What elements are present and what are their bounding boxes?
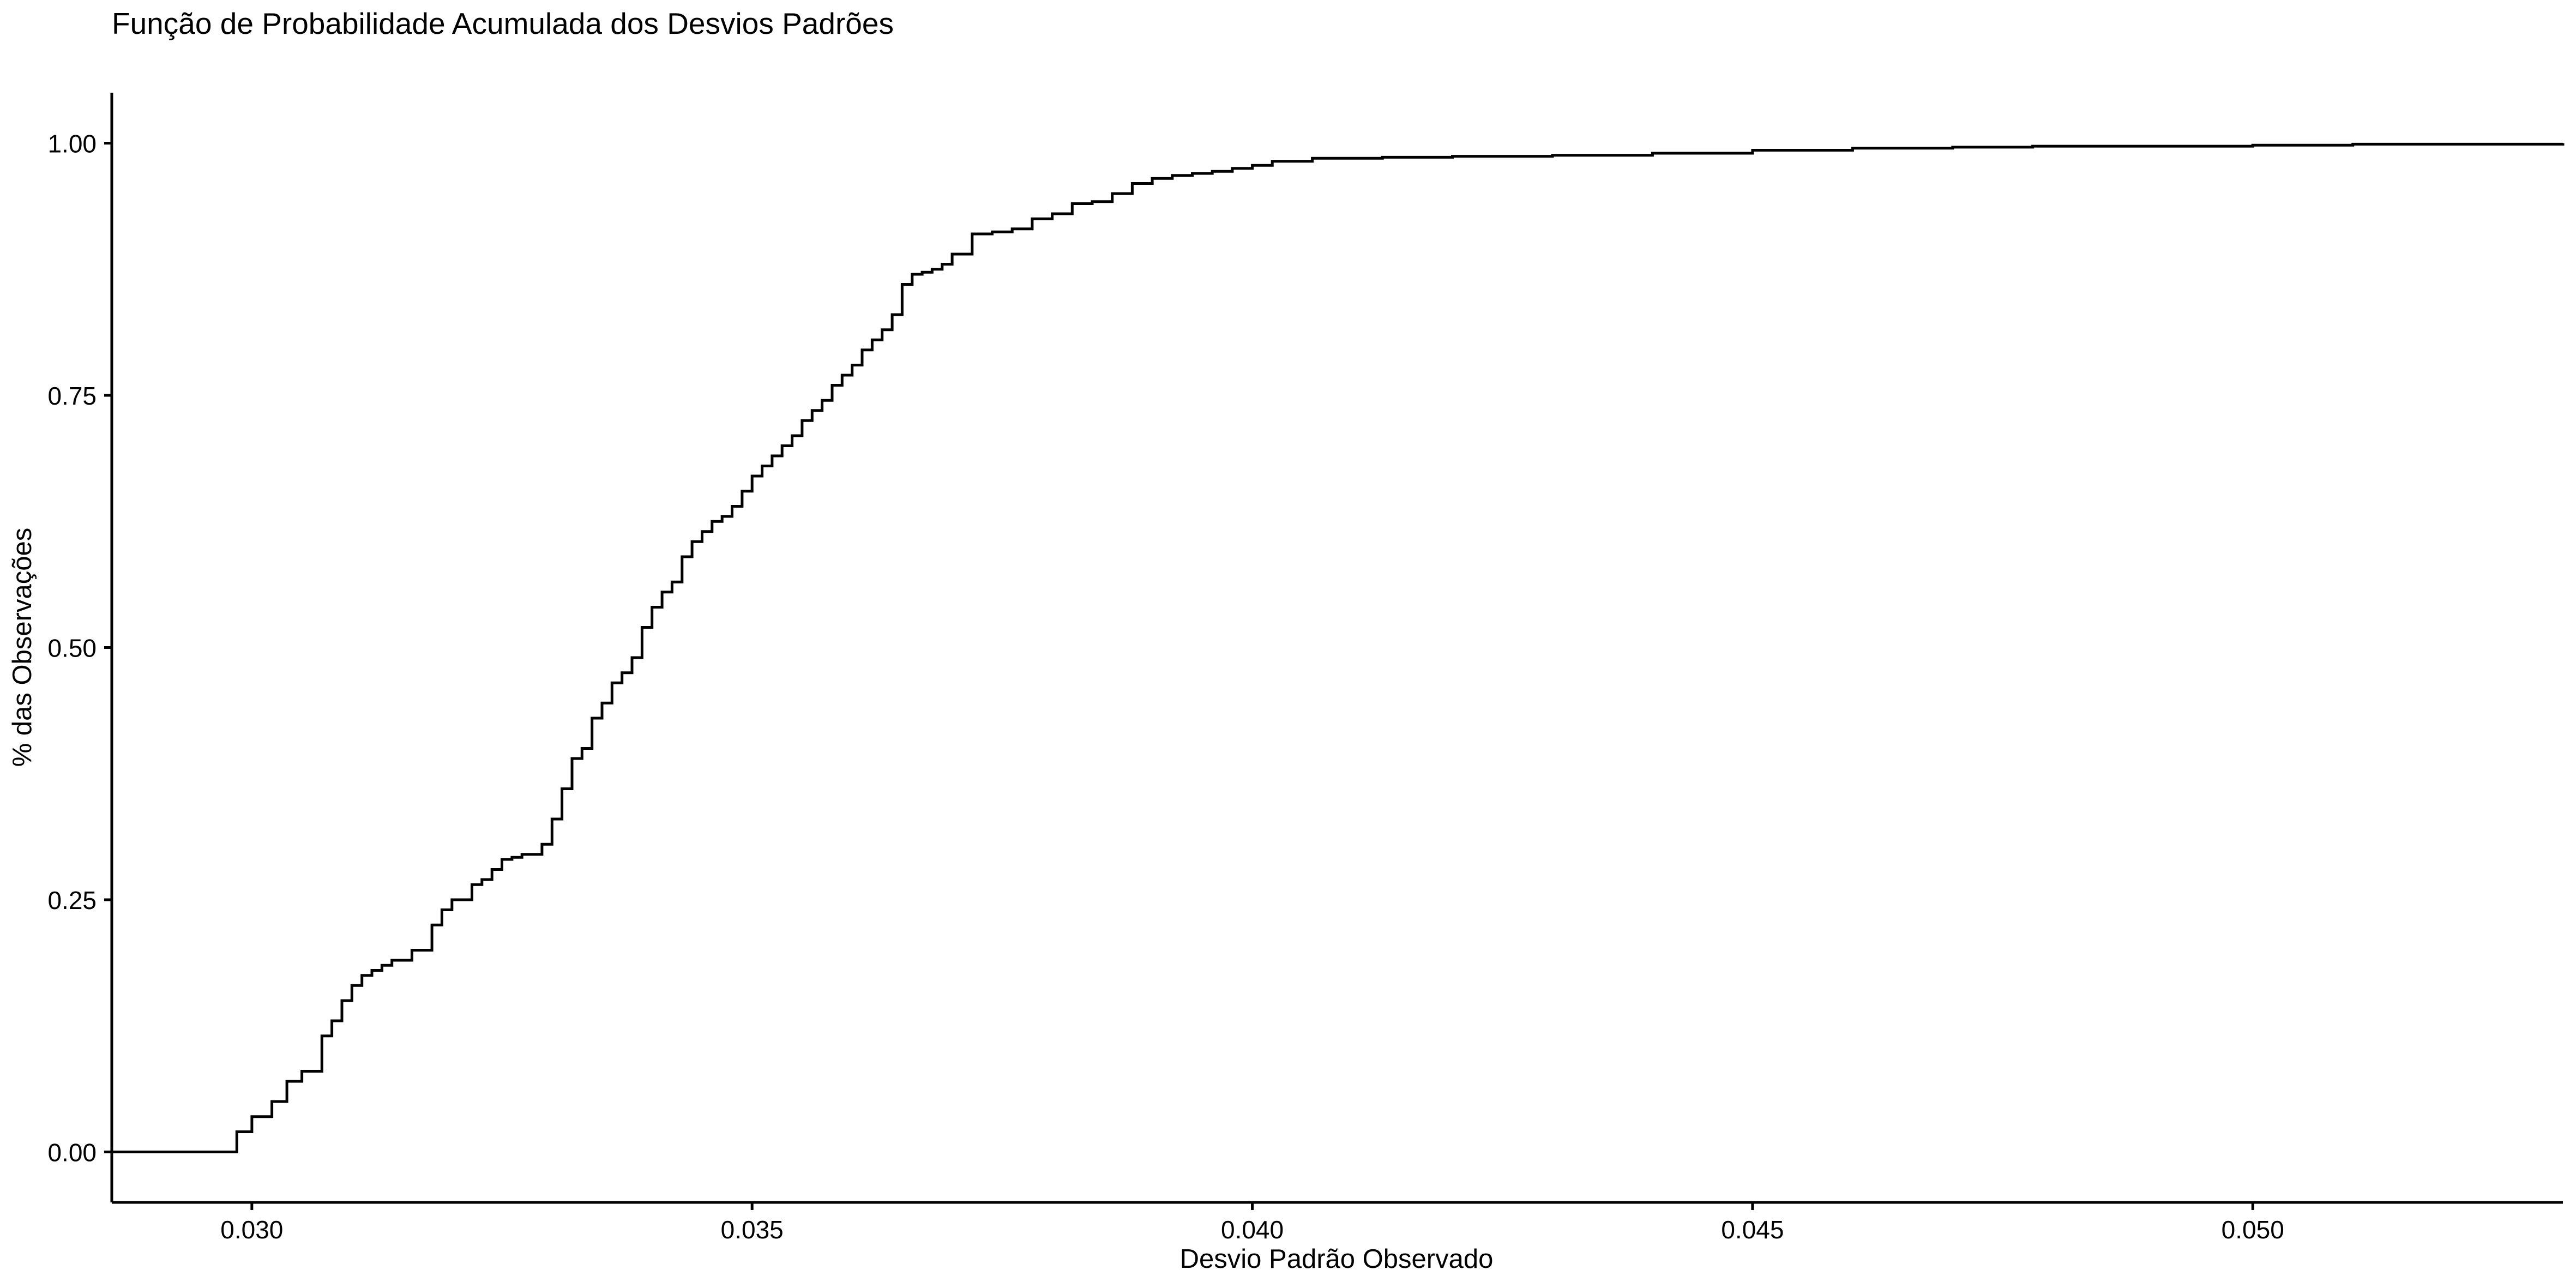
y-tick-label: 0.50 (47, 634, 97, 663)
y-tick-label: 0.00 (47, 1139, 97, 1167)
y-axis-ticks: 0.00 0.25 0.50 0.75 1.00 (47, 130, 112, 1167)
x-axis-ticks: 0.030 0.035 0.040 0.045 0.050 (220, 1202, 2284, 1244)
x-tick-label: 0.050 (2222, 1215, 2284, 1244)
y-axis-label: % das Observações (8, 528, 37, 767)
y-tick-label: 0.75 (47, 382, 97, 410)
x-tick-label: 0.035 (721, 1215, 784, 1244)
y-tick-label: 0.25 (47, 886, 97, 914)
chart-title: Função de Probabilidade Acumulada dos De… (112, 7, 894, 40)
x-tick-label: 0.045 (1721, 1215, 1784, 1244)
x-tick-label: 0.030 (220, 1215, 283, 1244)
x-tick-label: 0.040 (1221, 1215, 1284, 1244)
x-axis-label: Desvio Padrão Observado (1180, 1244, 1494, 1274)
y-tick-label: 1.00 (47, 130, 97, 158)
plot-area (112, 142, 2565, 1153)
ecdf-series-line (112, 142, 2565, 1153)
